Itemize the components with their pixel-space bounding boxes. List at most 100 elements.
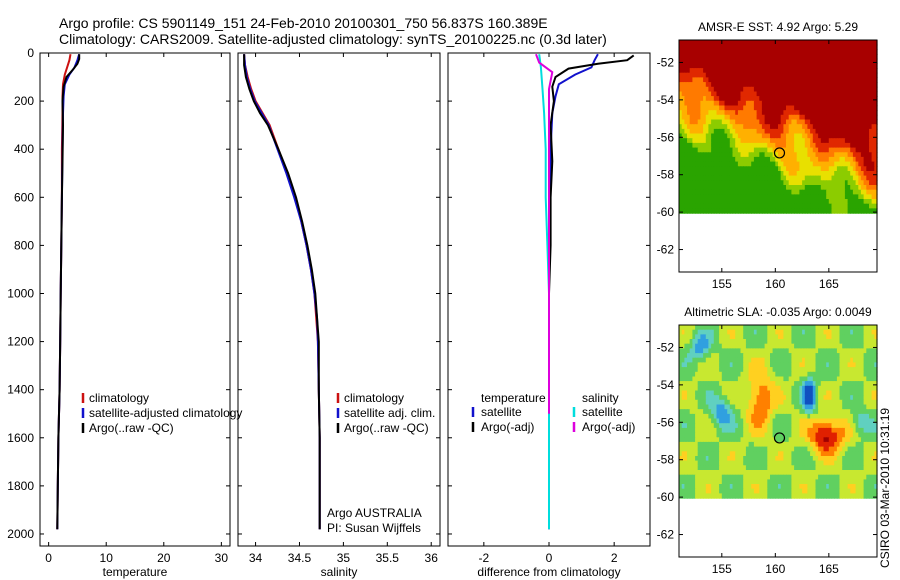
sla-map-cell [724, 404, 728, 410]
sst-map-cell [871, 133, 875, 139]
sst-map-cell [751, 166, 755, 172]
sla-map-cell [772, 413, 776, 420]
sst-map-cell [740, 82, 744, 88]
sst-map-cell [820, 203, 825, 209]
sla-map-cell [799, 343, 803, 349]
sst-map-cell [794, 194, 798, 200]
sla-map-cell [810, 413, 814, 420]
sst-map-cell [692, 58, 696, 64]
sla-map-cell [753, 385, 758, 392]
sst-map-cell [743, 82, 747, 88]
sst-map-cell [794, 82, 798, 88]
sla-map-cell [743, 427, 747, 434]
sst-map-cell [740, 40, 744, 46]
sla-map-cell [871, 432, 875, 438]
sst-map-cell [804, 199, 809, 205]
sla-map-cell [705, 325, 710, 331]
sla-map-cell [753, 325, 758, 331]
sst-map-cell [820, 72, 825, 78]
sla-map-cell [855, 395, 859, 401]
sla-map-cell [756, 451, 760, 457]
sst-map-cell [724, 189, 728, 195]
sla-map-cell [871, 409, 875, 415]
sla-map-cell [737, 353, 742, 359]
sst-map-cell [802, 100, 806, 107]
sst-map-cell [735, 119, 739, 125]
sst-map-cell [802, 203, 806, 209]
sla-map-cell [842, 343, 846, 349]
sst-map-cell [716, 72, 720, 78]
sla-map-cell [684, 451, 688, 457]
sst-map-cell [681, 77, 685, 83]
sla-map-cell [858, 441, 862, 448]
sst-map-cell [794, 44, 798, 50]
sst-map-cell [767, 105, 771, 111]
sla-map-cell [716, 432, 720, 438]
sla-map-cell [721, 451, 726, 457]
sla-map-cell [679, 362, 683, 368]
sst-map-cell [756, 199, 760, 205]
sst-map-cell [831, 194, 835, 200]
sst-map-cell [863, 194, 867, 200]
sst-map-cell [724, 152, 728, 158]
sst-map-cell [852, 208, 857, 214]
sla-map-cell [858, 446, 862, 452]
sst-map-cell [719, 77, 723, 83]
sla-map-cell [786, 404, 790, 410]
sst-map-cell [759, 166, 763, 172]
sst-map-cell [727, 40, 731, 46]
sla-map-cell [729, 437, 734, 443]
sla-map-cell [860, 367, 865, 373]
sla-map-cell [866, 423, 870, 429]
sst-map-cell [679, 91, 683, 97]
sst-map-cell [807, 91, 811, 97]
sst-map-cell [826, 152, 830, 158]
sla-map-cell [767, 451, 771, 457]
sla-map-cell [850, 432, 854, 438]
sla-map-cell [764, 441, 768, 448]
sst-map-cell [719, 86, 723, 93]
sst-map-cell [700, 49, 704, 55]
sst-map-cell [850, 161, 854, 167]
sla-map-cell [689, 390, 693, 396]
sla-map-cell [697, 325, 701, 331]
sst-map-cell [713, 100, 718, 107]
sst-map-cell [697, 199, 701, 205]
sst-map-cell [732, 152, 736, 158]
sst-map-cell [812, 124, 817, 130]
sst-map-cell [815, 175, 819, 181]
sst-map-cell [804, 194, 809, 200]
sst-map-cell [828, 138, 833, 144]
sst-map-cell [679, 189, 683, 195]
sst-map-cell [818, 100, 822, 107]
sla-map-cell [871, 329, 875, 335]
sst-map-cell [863, 91, 867, 97]
sst-map-cell [874, 105, 878, 111]
sla-map-cell [716, 441, 720, 448]
sst-map-cell [788, 128, 792, 135]
sla-map-cell [802, 390, 806, 396]
sst-map-cell [705, 185, 710, 191]
sst-map-cell [721, 68, 726, 74]
sst-map-cell [866, 156, 870, 163]
sla-map-cell [727, 385, 731, 392]
sst-map-cell [740, 77, 744, 83]
sst-map-cell [761, 142, 766, 149]
sla-map-cell [740, 441, 744, 448]
sst-map-cell [748, 119, 752, 125]
sla-map-cell [724, 329, 728, 335]
sst-map-cell [852, 49, 857, 55]
sst-map-cell [727, 77, 731, 83]
sla-map-cell [687, 381, 691, 387]
sst-map-cell [684, 138, 688, 144]
sla-map-cell [863, 404, 867, 410]
sst-map-cell [852, 96, 857, 102]
sst-map-cell [713, 194, 718, 200]
sst-map-cell [847, 86, 851, 93]
sla-map-cell [820, 432, 825, 438]
sst-map-cell [852, 100, 857, 107]
sst-map-cell [721, 147, 726, 153]
sst-map-cell [855, 180, 859, 186]
sst-map-cell [753, 138, 758, 144]
sla-map-cell [743, 325, 747, 331]
